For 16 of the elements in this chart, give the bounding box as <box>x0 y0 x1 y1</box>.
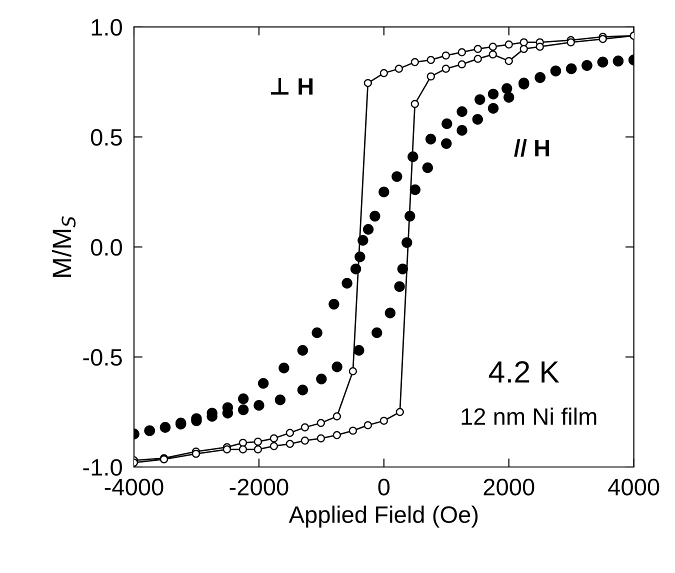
x-tick-label: 4000 <box>608 478 660 496</box>
x-axis-title: Applied Field (Oe) <box>288 506 478 528</box>
y-tick-label: 0.0 <box>90 239 122 256</box>
text: ⊥ H <box>270 78 313 95</box>
series-label: // H <box>514 139 550 157</box>
annotation: 4.2 K <box>488 361 560 382</box>
y-tick-label: 1.0 <box>92 19 122 36</box>
x-tick-label: -2000 <box>230 478 288 496</box>
y-tick-label: -0.5 <box>83 349 122 366</box>
x-tick-label: 0 <box>378 478 390 496</box>
y-tick-label: -1.0 <box>83 459 122 476</box>
annotation: 12 nm Ni film <box>462 408 596 425</box>
x-tick-label: 2000 <box>484 478 534 496</box>
y-tick-label: 0.5 <box>90 129 122 146</box>
x-tick-label: -4000 <box>104 478 164 496</box>
y-axis-title: M/M$_{S}$ <box>52 216 76 277</box>
